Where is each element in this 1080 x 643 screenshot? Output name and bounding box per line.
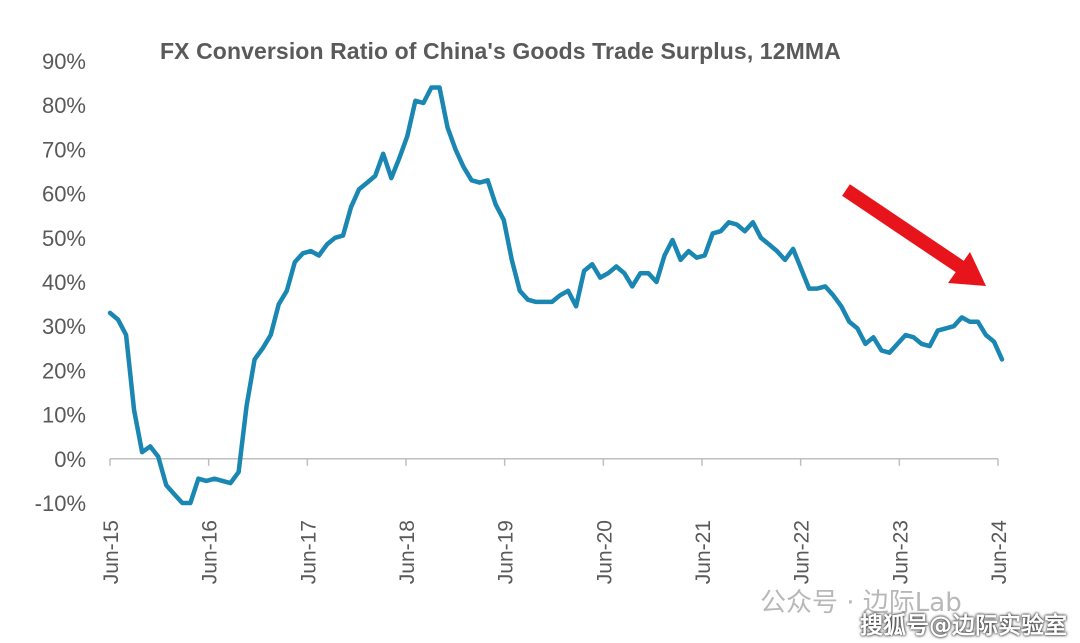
- y-tick-label: -10%: [35, 491, 86, 516]
- y-axis: 90% 80% 70% 60% 50% 40% 30% 20% 10% 0% -10%: [35, 49, 86, 516]
- trend-arrow-shaft: [842, 184, 966, 274]
- series-layer: [107, 85, 1005, 506]
- y-tick-label: 0%: [54, 447, 86, 472]
- chart-title: FX Conversion Ratio of China's Goods Tra…: [160, 38, 841, 64]
- annotation-layer: [842, 184, 986, 286]
- y-tick-label: 90%: [42, 49, 86, 74]
- x-tick-label: Jun-24: [988, 520, 1011, 585]
- y-tick-label: 20%: [42, 358, 86, 383]
- y-tick-label: 10%: [42, 403, 86, 428]
- x-tick-label: Jun-19: [495, 520, 518, 584]
- trend-arrow-head: [948, 252, 986, 286]
- watermark-sohu: 搜狐号@边际实验室: [860, 613, 1067, 639]
- y-tick-label: 40%: [42, 270, 86, 295]
- x-tick-label: Jun-21: [692, 520, 715, 584]
- x-tick-label: Jun-17: [297, 520, 320, 584]
- watermark-wechat: 公众号 · 边际Lab: [760, 588, 962, 618]
- x-axis: Jun-15 Jun-16 Jun-17 Jun-18 Jun-19 Jun-20 Jun-…: [100, 458, 1011, 585]
- x-tick-label: Jun-20: [593, 520, 616, 584]
- x-tick-label: Jun-16: [199, 520, 222, 584]
- x-tick-label: Jun-15: [100, 520, 123, 584]
- y-tick-label: 50%: [42, 226, 86, 251]
- x-tick-label: Jun-22: [791, 520, 814, 584]
- y-tick-label: 60%: [42, 182, 86, 207]
- x-tick-label: Jun-18: [396, 520, 419, 584]
- y-tick-label: 80%: [42, 93, 86, 118]
- series-line: [107, 85, 1005, 506]
- y-tick-label: 30%: [42, 314, 86, 339]
- y-tick-label: 70%: [42, 137, 86, 162]
- x-tick-label: Jun-23: [889, 520, 912, 584]
